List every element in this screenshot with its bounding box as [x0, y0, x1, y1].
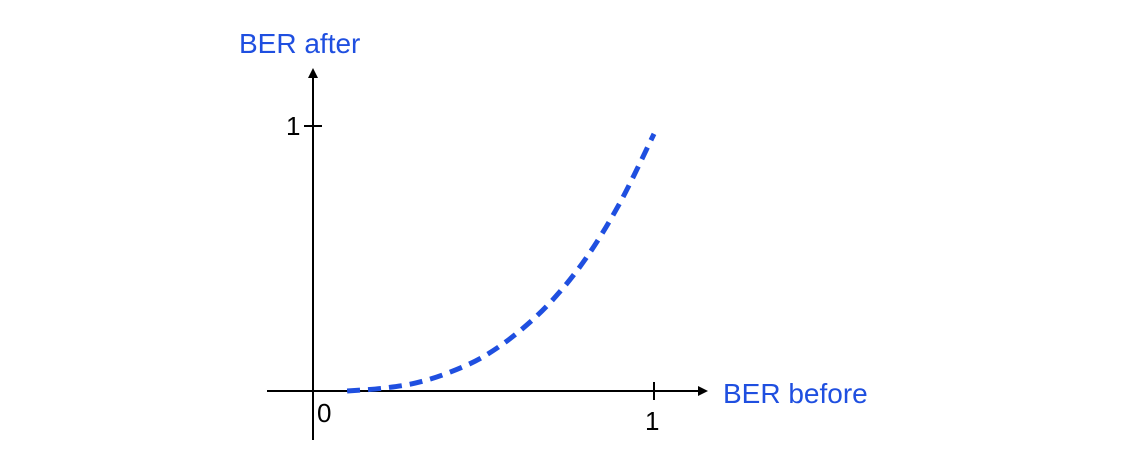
x-axis-label: BER before: [723, 378, 868, 409]
series-curve: [346, 132, 657, 394]
data-point-5: [516, 331, 520, 335]
y-tick-label-1: 1: [286, 111, 300, 141]
y-axis-label: BER after: [239, 28, 360, 59]
origin-label: 0: [317, 398, 331, 428]
x-tick-label-1: 1: [645, 406, 659, 436]
series-points: [345, 132, 656, 393]
data-point-4: [482, 355, 486, 359]
